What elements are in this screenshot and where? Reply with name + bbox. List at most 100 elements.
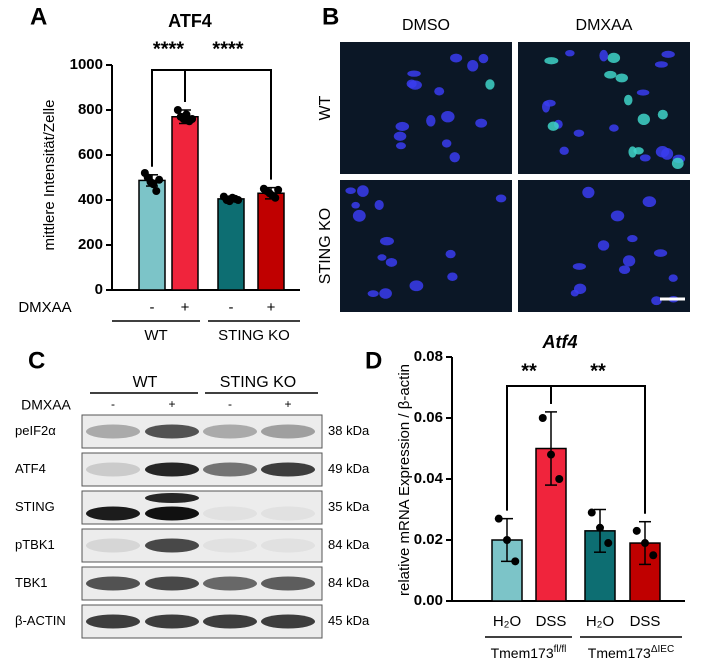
- significance-label: ****: [153, 38, 184, 60]
- nucleus: [379, 288, 392, 299]
- nucleus: [671, 157, 684, 169]
- blot-band: [86, 576, 140, 591]
- data-point: [503, 536, 511, 544]
- y-tick-label: 0.06: [414, 409, 443, 426]
- data-point: [149, 180, 158, 189]
- y-tick-label: 0.04: [414, 470, 444, 487]
- nucleus: [618, 265, 631, 275]
- data-point: [152, 187, 161, 195]
- blot-band: [261, 506, 315, 521]
- nucleus: [639, 154, 651, 162]
- data-point: [274, 185, 283, 194]
- group-label: WT: [133, 374, 158, 391]
- group-label: Tmem173fl/fl: [491, 644, 567, 661]
- y-axis-label: relative mRNA Expression / β-actin: [396, 364, 413, 596]
- nucleus: [544, 57, 559, 65]
- lane-label: +: [284, 397, 291, 411]
- nucleus: [565, 49, 575, 57]
- nucleus: [657, 109, 668, 120]
- blot-band: [261, 424, 315, 439]
- row-label: DMXAA: [18, 299, 71, 316]
- nucleus: [599, 49, 609, 62]
- panel-letter: D: [365, 347, 382, 374]
- x-tick-label: +: [181, 299, 190, 316]
- nucleus: [573, 129, 585, 137]
- nucleus: [627, 235, 638, 243]
- blot-band: [145, 462, 199, 477]
- nucleus: [426, 115, 436, 127]
- data-point: [494, 514, 503, 523]
- blot-strip: [81, 414, 323, 449]
- y-tick-label: 0.00: [414, 592, 443, 609]
- nucleus: [610, 210, 625, 222]
- nucleus: [607, 52, 621, 63]
- y-tick-label: 200: [78, 236, 103, 253]
- data-point: [511, 557, 520, 566]
- blot-band: [86, 462, 140, 477]
- nucleus: [624, 94, 633, 106]
- data-point: [538, 414, 547, 422]
- x-tick-label: +: [267, 299, 276, 316]
- group-superscript: fl/fl: [554, 644, 567, 655]
- nucleus: [637, 113, 650, 126]
- group-label: WT: [144, 327, 167, 344]
- nucleus: [441, 110, 455, 123]
- y-tick-label: 0.08: [414, 348, 443, 365]
- y-tick-label: 1000: [70, 56, 103, 73]
- bar: [257, 192, 285, 291]
- blot-band: [145, 424, 199, 439]
- blot-band: [86, 424, 140, 439]
- blot-band: [145, 538, 199, 553]
- significance-bracket: [550, 385, 646, 514]
- nucleus: [352, 209, 366, 222]
- blot-band: [203, 614, 257, 629]
- nucleus: [351, 201, 360, 209]
- data-point: [173, 106, 182, 114]
- blot-band: [86, 614, 140, 629]
- group-name: Tmem173: [588, 645, 651, 661]
- blot-band: [145, 493, 199, 503]
- size-label: 84 kDa: [328, 575, 370, 590]
- nucleus: [357, 185, 369, 197]
- blot-band: [203, 576, 257, 591]
- nucleus: [409, 280, 424, 292]
- significance-label: **: [590, 360, 606, 382]
- group-label: Tmem173ΔIEC: [588, 644, 674, 661]
- data-point: [587, 508, 596, 517]
- data-point: [271, 193, 280, 202]
- y-tick-label: 0.02: [414, 531, 443, 548]
- group-name: Tmem173: [491, 645, 554, 661]
- blot-band: [261, 538, 315, 553]
- row-label: β-ACTIN: [15, 613, 66, 628]
- chart-title: ATF4: [168, 11, 212, 31]
- column-label: DMSO: [402, 17, 450, 34]
- y-axis-label: mittlere Intensität/Zelle: [41, 100, 58, 251]
- data-point: [234, 196, 243, 204]
- bar: [171, 116, 199, 291]
- data-point: [182, 110, 191, 119]
- blot-band: [261, 462, 315, 477]
- data-point: [555, 475, 564, 483]
- row-label: STING KO: [317, 208, 334, 284]
- nucleus: [633, 147, 644, 155]
- data-point: [547, 450, 555, 459]
- y-tick-label: 800: [78, 101, 103, 118]
- nucleus: [478, 53, 489, 64]
- blot-strip: [81, 528, 323, 563]
- nucleus: [395, 142, 406, 150]
- x-tick-label: -: [229, 299, 234, 316]
- blot-band: [203, 538, 257, 553]
- nucleus: [661, 148, 674, 160]
- nucleus: [406, 79, 417, 89]
- blot-band: [145, 506, 199, 521]
- nucleus: [495, 194, 507, 203]
- nucleus: [441, 139, 452, 148]
- x-tick-label: -: [150, 299, 155, 316]
- data-point: [604, 539, 613, 548]
- micrograph: [340, 42, 512, 174]
- nucleus: [345, 187, 356, 194]
- nucleus: [651, 296, 662, 306]
- nucleus: [636, 89, 650, 96]
- blot-band: [203, 462, 257, 477]
